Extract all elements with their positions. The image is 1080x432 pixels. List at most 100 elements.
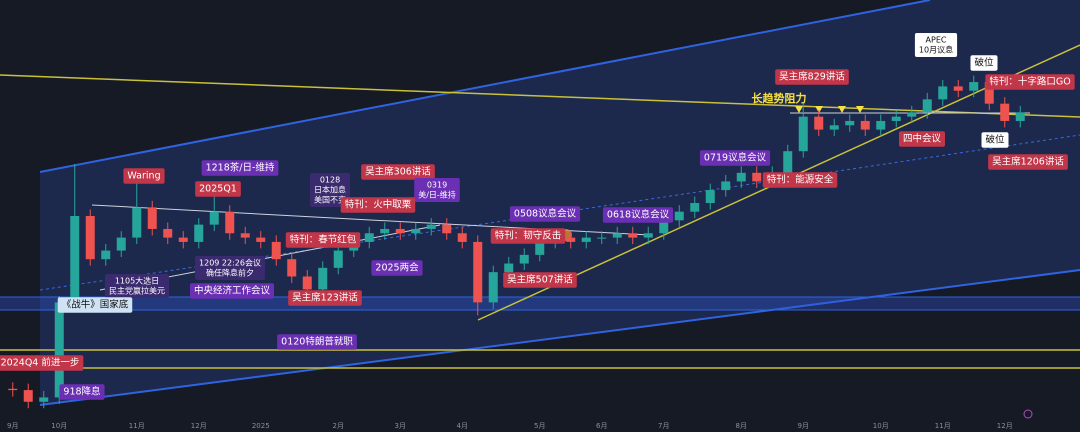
annotation: 特刊：能源安全 (762, 172, 838, 188)
annotation-box (310, 173, 350, 207)
candle-body (628, 233, 638, 238)
annotation: 0719议息会议 (699, 150, 771, 166)
annotation-box (898, 131, 946, 147)
channel-upper (39, 0, 931, 173)
annotation: 吴主席507讲话 (503, 272, 577, 288)
candle-body (333, 250, 343, 268)
candle-body (581, 237, 591, 242)
candle-body (845, 120, 855, 126)
annotation-text: 0618议息会议 (607, 209, 670, 221)
annotation-box (490, 228, 566, 244)
annotation-box (371, 260, 423, 276)
candle-body (597, 237, 607, 239)
candle-body (380, 228, 390, 234)
candle-body (54, 302, 64, 398)
annotation-text: 四中会议 (903, 133, 942, 145)
annotation: 特刊：火中取栗 (340, 197, 416, 213)
x-tick-label: 9月 (7, 422, 18, 430)
annotation: 吴主席829讲话 (775, 69, 849, 85)
annotation-text: 中央经济工作会议 (194, 285, 271, 297)
candle-body (953, 86, 963, 91)
annotation-box (285, 232, 361, 248)
x-tick-label: 5月 (534, 422, 545, 430)
candle-body (969, 82, 979, 91)
x-tick-label: 2月 (333, 422, 344, 430)
annotation: Waring (123, 168, 165, 184)
annotation: 特刊：春节红包 (285, 232, 361, 248)
candle-body (163, 228, 173, 238)
candle-body (23, 390, 33, 402)
annotation: 0120特朗普就职 (277, 334, 357, 350)
annotation-box (0, 355, 84, 371)
annotation: 吴主席1206讲话 (988, 154, 1068, 170)
annotation-box (201, 160, 279, 176)
annotation-text: 0319 (427, 181, 447, 190)
candle-body (85, 216, 95, 260)
candle-body (364, 233, 374, 242)
candle-body (318, 267, 328, 290)
candle-body (209, 211, 219, 225)
annotation: 2024Q4 前进一步 (0, 355, 84, 371)
annotation-text: 美/日-维持 (418, 190, 456, 200)
annotation-box (509, 206, 581, 222)
candle-body (736, 172, 746, 182)
candle-body (287, 259, 297, 277)
annotation-text: 破位 (985, 134, 1005, 146)
arrows (795, 106, 864, 113)
annotation-box (277, 334, 357, 350)
annotation-text: 民主党赢拉美元 (109, 286, 165, 296)
long-resistance (0, 74, 1080, 118)
annotation-box (340, 197, 416, 213)
candle-body (488, 272, 498, 303)
candle-body (178, 237, 188, 242)
annotation-box (288, 290, 362, 306)
x-tick-label: 3月 (395, 422, 406, 430)
candle-body (659, 220, 669, 234)
annotation-text: 特刊：火中取栗 (345, 199, 412, 211)
annotation: 0618议息会议 (602, 207, 674, 223)
candle-body (938, 86, 948, 100)
candle-body (8, 388, 18, 391)
x-tick-label: 2025 (252, 422, 270, 430)
annotation-text: 破位 (974, 57, 994, 69)
candle-body (535, 241, 545, 255)
annotation-text: 1105大选日 (115, 276, 159, 286)
annotation-box (361, 164, 435, 180)
annotation-text: Waring (127, 171, 160, 182)
annotation: 吴主席306讲话 (361, 164, 435, 180)
x-tick-label: 11月 (935, 422, 951, 430)
annotation: 2025两会 (371, 260, 423, 276)
candles (8, 75, 1025, 409)
annotation-text: 10月议息 (919, 45, 953, 55)
x-tick-label: 10月 (51, 422, 67, 430)
annotation-box (970, 55, 998, 71)
candle-body (721, 181, 731, 191)
annotation-box (189, 283, 275, 299)
candle-body (240, 233, 250, 238)
annotation: 1218茶/日-维持 (201, 160, 279, 176)
annotation-text: 吴主席1206讲话 (992, 156, 1064, 168)
candle-body (225, 211, 235, 234)
x-tick-label: 7月 (658, 422, 669, 430)
annotation-text: 0508议息会议 (514, 208, 577, 220)
x-tick-label: 12月 (191, 422, 207, 430)
annotation-text: 特刊：春节红包 (290, 234, 357, 246)
annotation: 中央经济工作会议 (189, 283, 275, 299)
annotation-text: 确任降息前夕 (206, 268, 254, 278)
candle-body (132, 207, 142, 238)
annotation-text: APEC (926, 36, 947, 45)
annotation-text: 918降息 (63, 386, 100, 398)
annotation-text: 2024Q4 前进一步 (1, 357, 80, 369)
annotation-box (105, 274, 169, 298)
annotation-text: 0128 (320, 176, 340, 185)
x-tick-label: 12月 (997, 422, 1013, 430)
annotation-box (59, 384, 105, 400)
annotation-text: 长趋势阻力 (752, 91, 807, 105)
candle-body (783, 151, 793, 173)
annotation: 破位 (981, 132, 1009, 148)
candle-body (705, 190, 715, 204)
